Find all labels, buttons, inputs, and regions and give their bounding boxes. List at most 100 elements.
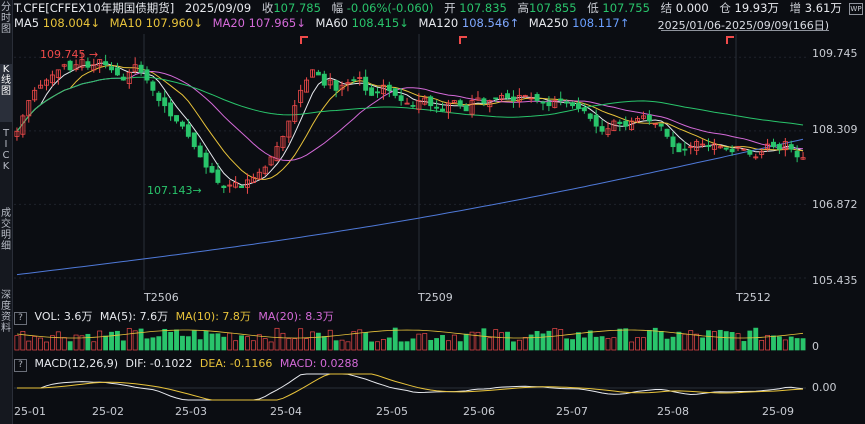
volume-bar xyxy=(138,328,144,351)
volume-bar xyxy=(126,328,132,351)
candle-body xyxy=(534,94,540,101)
candle-body xyxy=(741,148,747,151)
candle-body xyxy=(782,141,788,151)
tab-kline[interactable]: K 线 图 xyxy=(0,64,12,122)
volume-bar xyxy=(735,333,741,351)
volume-bar xyxy=(156,336,162,351)
candle-body xyxy=(558,98,564,101)
oi-change-field: 增 3.61万 xyxy=(789,1,842,15)
symbol-title: T.CFE[CFFEX10年期国债期货] xyxy=(14,1,175,15)
candle-body xyxy=(386,84,392,91)
candle-body xyxy=(487,100,493,108)
volume-bar xyxy=(85,333,91,351)
volume-chart[interactable] xyxy=(14,324,806,354)
settle-field: 结 0.000 xyxy=(660,1,709,15)
candle-body xyxy=(162,97,168,107)
candle-body xyxy=(800,157,806,160)
candle-body xyxy=(398,95,404,101)
candle-body xyxy=(215,169,221,183)
candle-body xyxy=(440,108,445,112)
volume-bar xyxy=(233,340,239,351)
x-label: 25-01 xyxy=(14,405,46,418)
candle-body xyxy=(546,101,552,107)
tab-tick[interactable]: T I C K xyxy=(2,128,10,172)
ma250-line xyxy=(16,138,804,276)
volume-bar xyxy=(55,331,61,351)
open-interest-field: 仓 19.93万 xyxy=(719,1,779,15)
candle-body xyxy=(522,95,528,97)
volume-bar xyxy=(445,340,451,351)
event-flag-3[interactable] xyxy=(726,36,734,44)
price-tick: 105.435 xyxy=(812,274,858,287)
event-flag-1[interactable] xyxy=(300,36,308,44)
candle-body xyxy=(85,61,91,68)
event-flag-2[interactable] xyxy=(459,36,467,44)
tab-trade-detail[interactable]: 成 交 明 细 xyxy=(1,208,11,252)
volume-bar xyxy=(38,337,44,351)
volume-bar xyxy=(552,328,558,351)
date-range[interactable]: 2025/01/06-2025/09/09(166日) xyxy=(657,19,829,32)
high-annotation: 109.745 → xyxy=(40,48,99,61)
candle-body xyxy=(469,100,475,115)
volume-bar xyxy=(245,336,250,351)
candle-body xyxy=(505,93,510,99)
ma120-legend: MA120 108.546↑ xyxy=(418,16,520,30)
candle-body xyxy=(694,141,700,151)
volume-bar xyxy=(635,337,640,351)
volume-bar xyxy=(581,337,587,351)
candle-body xyxy=(126,72,132,84)
volume-bar xyxy=(599,336,605,351)
volume-bar xyxy=(587,330,593,351)
candle-body xyxy=(528,97,534,100)
volume-bar xyxy=(771,335,776,351)
candle-body xyxy=(26,100,32,117)
vol-value: VOL: 3.6万 xyxy=(34,310,93,323)
settings-icon[interactable]: WP xyxy=(849,3,863,15)
volume-bar xyxy=(262,338,268,351)
volume-bar xyxy=(91,341,97,351)
macd-chart[interactable] xyxy=(14,372,806,402)
ma5-legend: MA5 108.004↓ xyxy=(14,16,100,30)
macd-dea-line xyxy=(17,373,804,401)
volume-bar xyxy=(493,329,499,351)
volume-bar xyxy=(115,330,120,351)
volume-bar xyxy=(221,336,227,351)
volume-bar xyxy=(185,336,191,351)
volume-bar xyxy=(794,338,800,351)
help-icon[interactable]: ? xyxy=(14,312,27,325)
volume-bar xyxy=(215,333,221,351)
candle-body xyxy=(499,95,505,101)
volume-bar xyxy=(629,341,635,351)
volume-bar xyxy=(434,338,440,351)
macd-value: MACD: 0.0288 xyxy=(279,357,359,370)
candle-body xyxy=(723,147,729,150)
candle-body xyxy=(339,84,345,90)
volume-bar xyxy=(120,340,126,351)
volume-bar xyxy=(410,338,416,351)
candle-body xyxy=(274,146,280,162)
open-field: 开 107.835 xyxy=(444,1,507,15)
volume-bar xyxy=(576,332,581,351)
volume-bar xyxy=(706,330,711,351)
volume-bar xyxy=(481,328,487,351)
candle-body xyxy=(765,143,771,150)
vol-ma5: MA(5): 7.6万 xyxy=(99,310,169,323)
candle-body xyxy=(788,144,794,150)
candle-body xyxy=(156,92,162,101)
volume-bar xyxy=(380,339,386,351)
candle-body xyxy=(516,95,522,102)
candle-body xyxy=(103,61,109,66)
candle-body xyxy=(646,114,652,122)
candle-body xyxy=(67,60,73,71)
tab-depth-info[interactable]: 深 度 资 料 xyxy=(1,290,11,334)
macd-title: MACD(12,26,9) xyxy=(34,357,119,370)
volume-bar xyxy=(593,336,599,351)
candle-body xyxy=(682,148,688,151)
tab-intraday[interactable]: 分 时 图 xyxy=(1,2,11,35)
volume-bar xyxy=(310,331,315,351)
volume-bar xyxy=(800,338,806,351)
kline-chart[interactable] xyxy=(14,34,806,290)
help-icon[interactable]: ? xyxy=(14,359,27,372)
volume-bar xyxy=(516,339,522,351)
volume-bar xyxy=(717,329,723,351)
